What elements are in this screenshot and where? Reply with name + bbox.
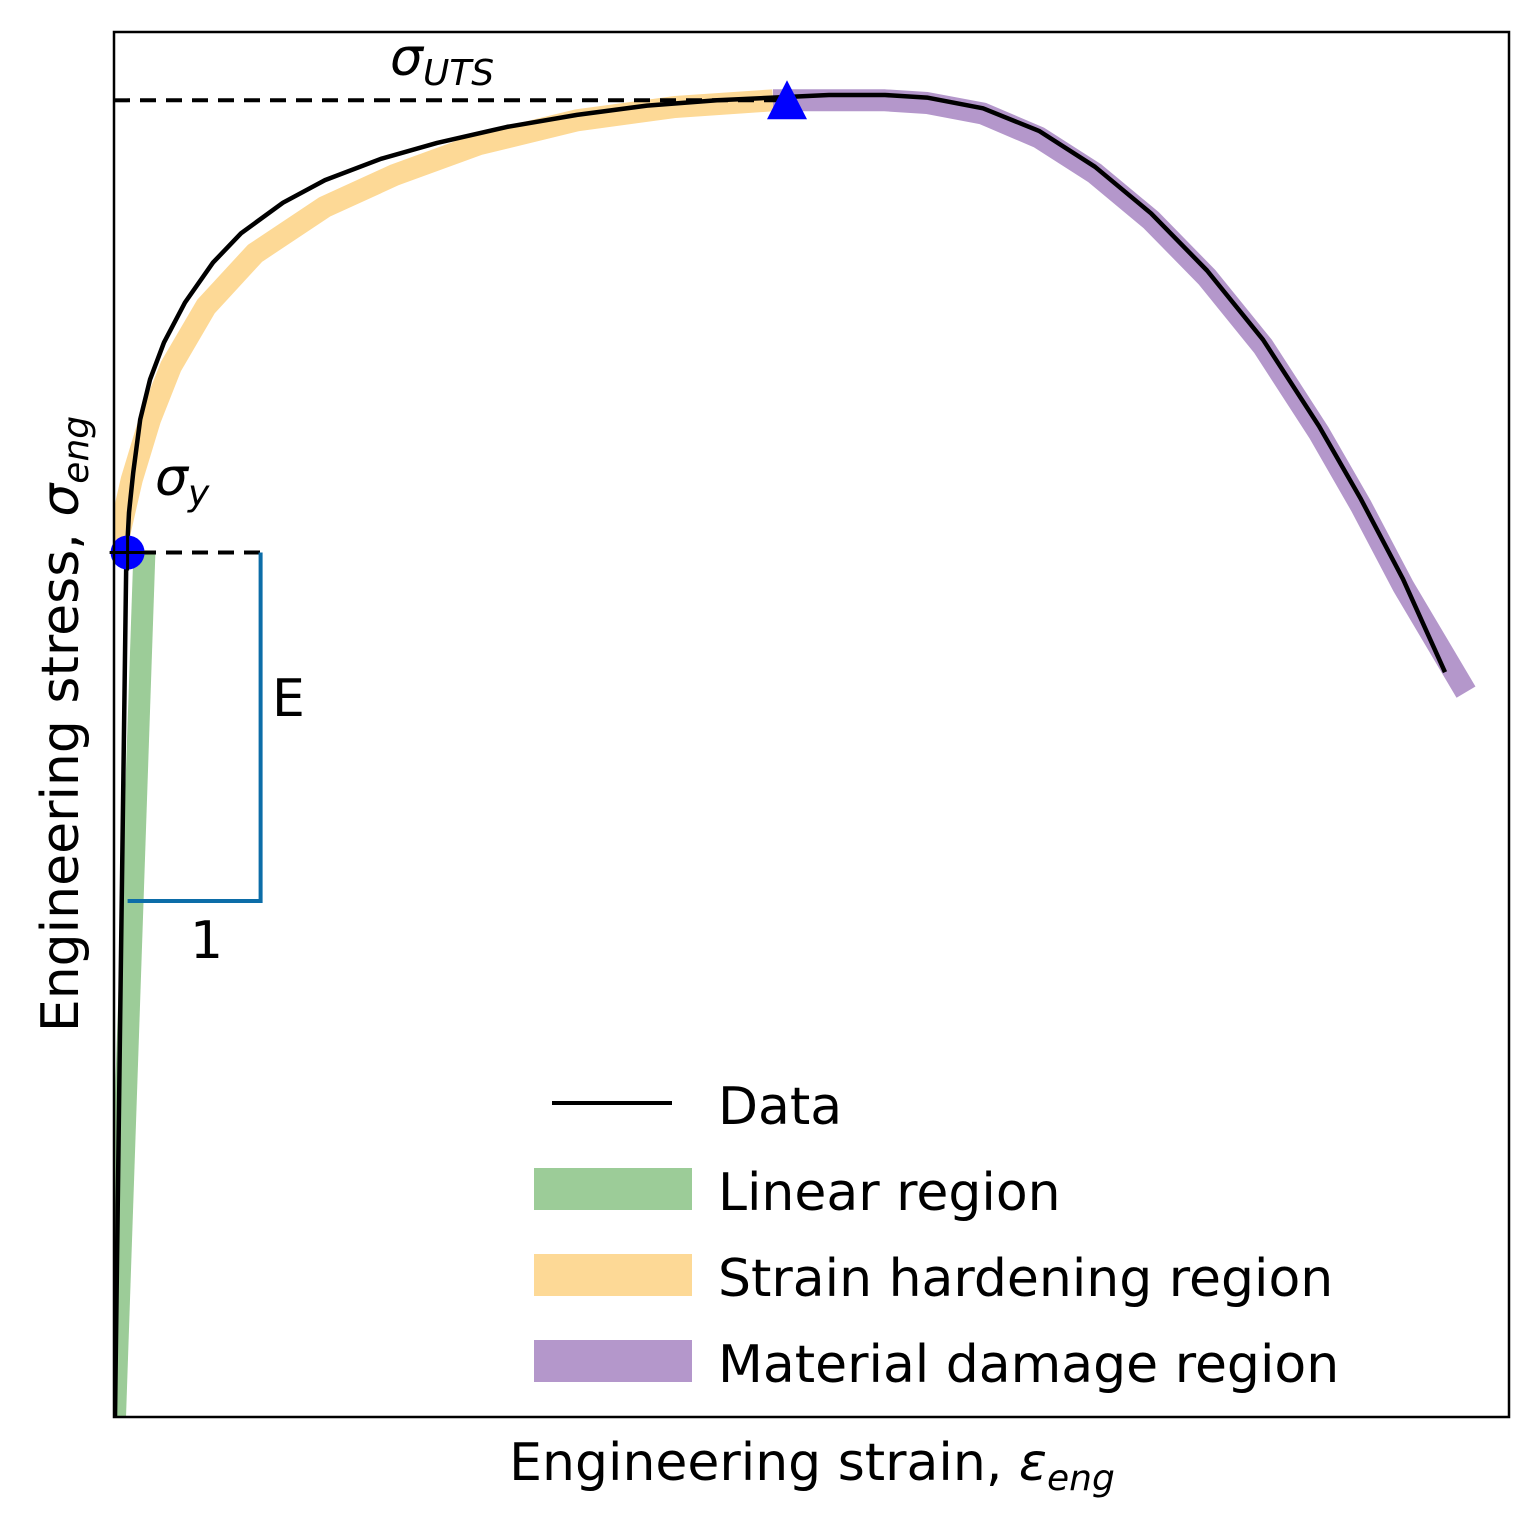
uts-label: σUTS (390, 28, 494, 94)
plot-frame (112, 30, 1511, 1419)
hardening-region-band (114, 89, 774, 555)
damage-region-band (773, 89, 1476, 698)
legend-label-linear: Linear region (718, 1163, 1061, 1223)
legend-swatch-damage (534, 1340, 692, 1382)
legend-label-hardening: Strain hardening region (718, 1249, 1333, 1309)
modulus-run-label: 1 (190, 911, 223, 971)
x-axis-label: Engineering strain, εeng (509, 1433, 1115, 1499)
legend-label-data: Data (718, 1077, 842, 1137)
legend-swatch-hardening (534, 1254, 692, 1296)
modulus-rise-label: E (272, 669, 305, 729)
yield-stress-label: σy (155, 448, 210, 514)
legend-label-damage: Material damage region (718, 1335, 1339, 1395)
markers (109, 80, 807, 571)
y-axis-label: Engineering stress, σeng (31, 416, 97, 1032)
legend: Data Linear region Strain hardening regi… (534, 1077, 1339, 1395)
legend-swatch-linear (534, 1168, 692, 1210)
annotations: σy σUTS E 1 (155, 28, 494, 971)
region-bands (114, 89, 1476, 1417)
modulus-triangle (127, 552, 263, 903)
uts-point-marker (767, 80, 807, 120)
linear-region-band (114, 552, 156, 1417)
data-line (114, 92, 1448, 1417)
yield-crosshair (109, 534, 146, 571)
data-series (114, 92, 1448, 1417)
reference-lines (114, 98, 787, 903)
